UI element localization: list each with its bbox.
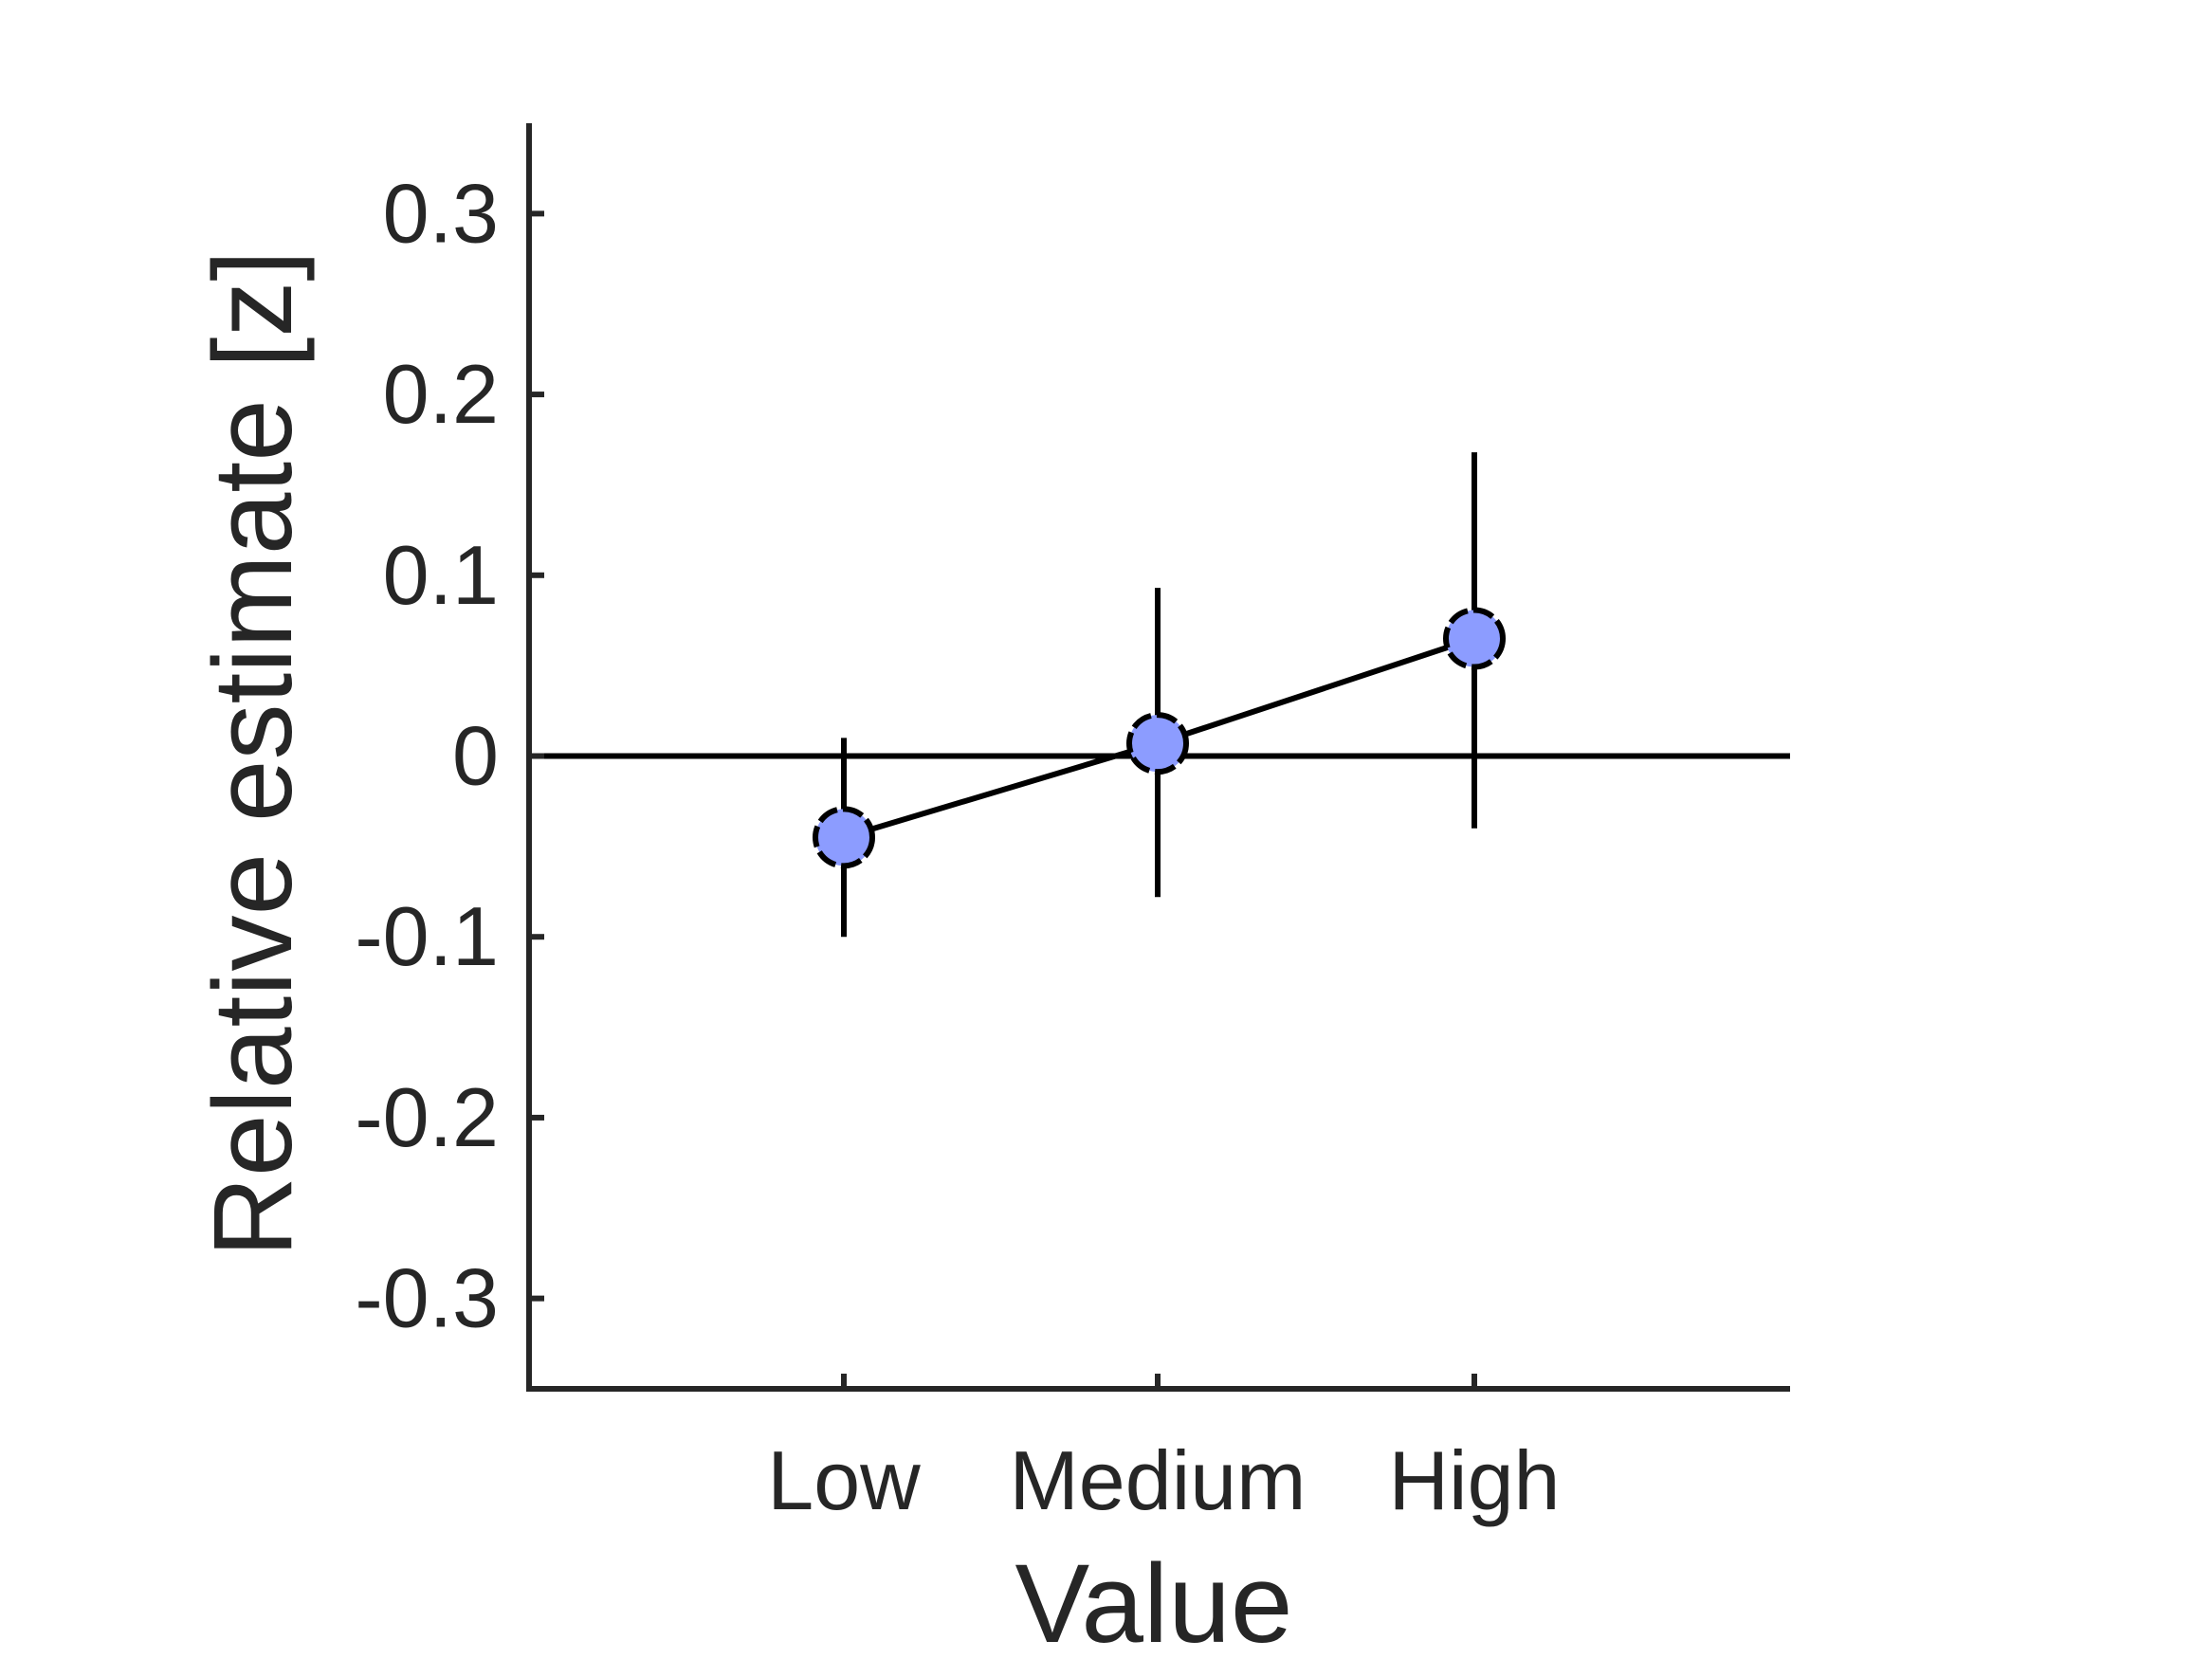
y-tick-label: -0.1 (355, 889, 499, 983)
series-group (813, 452, 1506, 938)
ticks-group: -0.3 -0.2 -0.1 0 0.1 0.2 0.3 Low Medium High (355, 166, 1560, 1527)
y-tick-label: 0 (452, 709, 499, 803)
y-tick-label: -0.3 (355, 1251, 499, 1345)
data-point (1126, 712, 1189, 775)
x-tick-label: Medium (1010, 1433, 1307, 1527)
x-tick-label: High (1389, 1433, 1561, 1527)
y-tick-label: 0.1 (383, 528, 499, 622)
y-tick-label: 0.2 (383, 347, 499, 441)
y-tick-label: -0.2 (355, 1070, 499, 1164)
data-point (813, 806, 875, 869)
y-axis-label: Relative estimate [z] (191, 250, 316, 1257)
y-tick-label: 0.3 (383, 166, 499, 260)
x-tick-label: Low (767, 1433, 921, 1527)
data-point (1443, 607, 1506, 670)
x-axis-label: Value (1015, 1541, 1292, 1659)
